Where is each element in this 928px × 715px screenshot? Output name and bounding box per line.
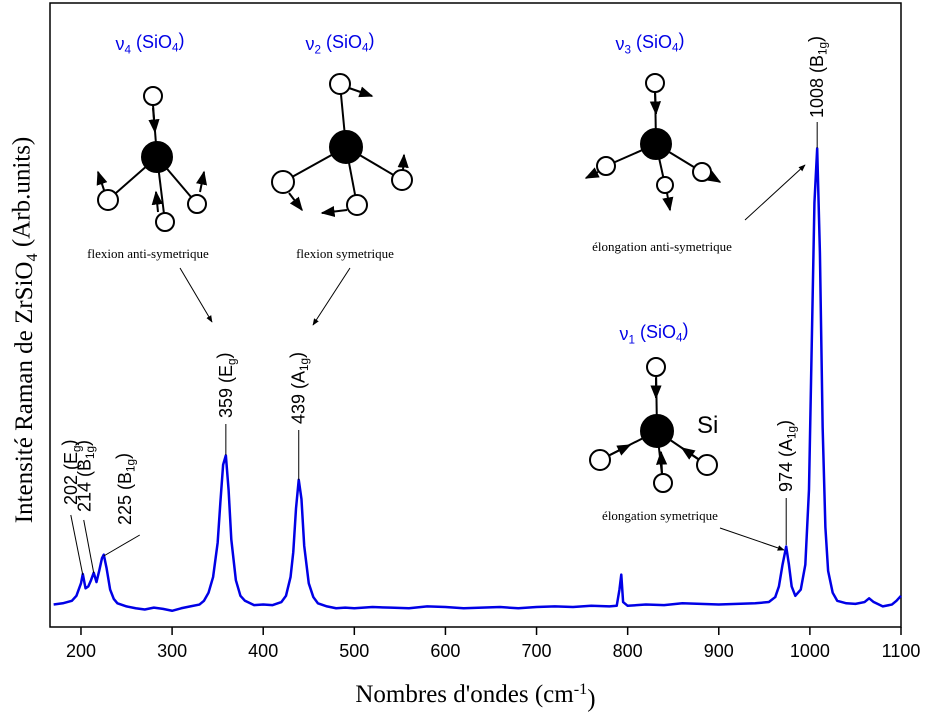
peak-label-part: 202 (E [61,452,81,505]
mode-label-part: ) [679,30,685,50]
peak-label-part: ) [287,352,307,358]
peak-label-part: 439 (A [289,371,309,424]
y-axis-title: Intensité Raman de ZrSiO4 (Arb.units) [8,137,41,524]
peak-label-sub: 1g [84,446,97,459]
plot-frame [49,2,902,628]
peak-label-sub: 1g [298,358,311,371]
x-axis-title-sup: -1 [574,680,588,698]
peak-label-sub: g [70,445,83,452]
peak-label: 202 (Eg) [59,439,83,505]
peak-label-sub: 1g [124,459,137,472]
peak-label: 359 (Eg) [214,352,238,418]
peak-label-sub: 1g [817,42,830,55]
x-tick-label: 200 [66,641,96,661]
atom-label: Si [697,412,718,439]
mode-label: ν1 (SiO4) [619,320,688,346]
mode-caption: flexion anti-symetrique [87,246,209,261]
peak-label: 225 (B1g) [113,453,137,525]
peak-label-part: ) [59,439,79,445]
peak-leader [83,519,95,574]
x-axis-title-part: ) [587,685,595,712]
mode-label-sub: 2 [314,44,321,57]
mode-label-sub: 4 [672,42,679,55]
peak-label-part: 1008 (B [807,55,827,118]
mode-caption: flexion symetrique [296,246,394,261]
peak-label: 974 (A1g) [774,420,798,492]
mode-label-sub: 4 [362,42,369,55]
x-tick-label: 300 [157,641,187,661]
y-axis-title-sub: 4 [23,253,41,261]
peak-label: 439 (A1g) [287,352,311,424]
peak-label-part: ) [805,36,825,42]
x-tick-label: 1100 [882,641,921,661]
peak-label: 1008 (B1g) [805,36,829,118]
y-axis-title-part: Intensité Raman de ZrSiO [11,262,38,524]
pointer-arrows [179,164,806,551]
spectrum-line [53,147,902,613]
mode-label-sub: 3 [624,44,631,57]
x-axis-title-part: Nombres d'ondes (cm [355,681,574,708]
mode-label: ν4 (SiO4) [115,30,184,56]
x-axis-title: Nombres d'ondes (cm-1) [355,680,595,713]
x-tick-label: 500 [339,641,369,661]
peak-leader [70,514,84,576]
peak-label-part: 225 (B [115,472,135,525]
mode-caption: élongation symetrique [602,508,718,523]
x-tick-label: 400 [248,641,278,661]
mode-label-part: (SiO [321,32,362,52]
molecule-sketches [96,73,722,493]
x-tick-label: 600 [430,641,460,661]
mode-label-part: ) [369,30,375,50]
mode-label-part: ν [115,34,124,54]
mode-label-part: (SiO [631,32,672,52]
mode-label: ν3 (SiO4) [615,30,684,56]
peak-label-part: ) [774,420,794,426]
peak-label-part: 974 (A [776,439,796,492]
peak-label-sub: 1g [786,426,799,439]
peak-label-part: ) [113,453,133,459]
mode-label-sub: 1 [628,334,635,347]
mode-label-part: ν [615,34,624,54]
mode-label-part: ν [619,324,628,344]
peak-label-sub: g [225,358,238,365]
y-axis-title-part: (Arb.units) [8,137,35,254]
mode-label-part: ν [305,34,314,54]
peak-label-part: 359 (E [216,365,236,418]
mode-label: ν2 (SiO4) [305,30,374,56]
peak-label-part: 214 (B [75,459,95,512]
mode-label-sub: 4 [124,44,131,57]
x-tick-label: 800 [613,641,643,661]
x-tick-label: 700 [522,641,552,661]
mode-caption: élongation anti-symetrique [592,239,732,254]
x-tick-label: 1000 [790,641,830,661]
peak-label-part: ) [214,352,234,358]
mode-label-sub: 4 [172,42,179,55]
peak-label-part: ) [73,440,93,446]
peak-leader [103,534,141,557]
x-tick-label: 900 [704,641,734,661]
mode-label-sub: 4 [676,332,683,345]
mode-label-part: ) [179,30,185,50]
mode-label-part: (SiO [635,322,676,342]
peak-label: 214 (B1g) [73,440,97,512]
mode-label-part: ) [683,320,689,340]
mode-label-part: (SiO [131,32,172,52]
